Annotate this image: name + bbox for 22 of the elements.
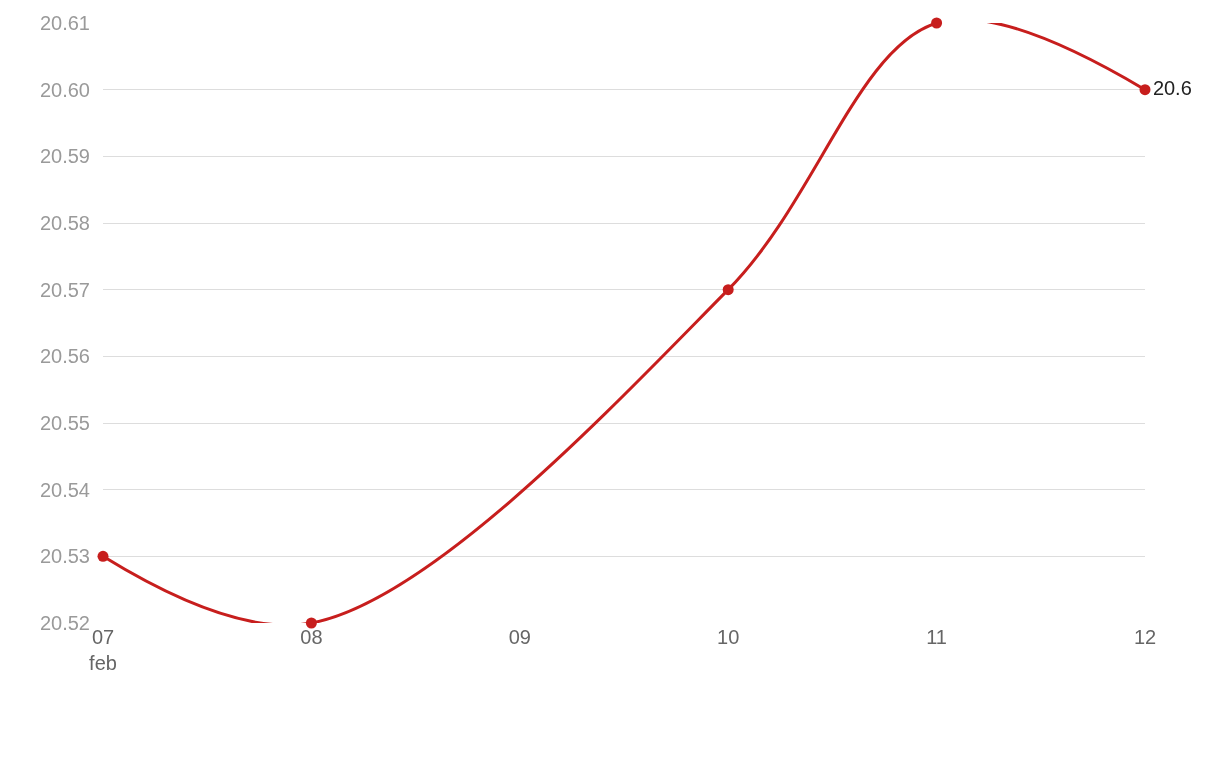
point xyxy=(722,284,734,296)
point xyxy=(305,617,317,629)
x-tick-label: 09 xyxy=(508,626,531,648)
y-tick-label: 20.52 xyxy=(39,612,90,634)
x-tick-label: 08 xyxy=(300,626,323,648)
x-tick-label: 11 xyxy=(926,626,947,648)
point xyxy=(1139,84,1151,96)
data-label: 20.6 xyxy=(1152,76,1192,99)
point xyxy=(931,17,943,29)
y-tick-label: 20.60 xyxy=(39,78,90,101)
y-tick-label: 20.59 xyxy=(39,145,90,168)
y-tick-label: 20.58 xyxy=(39,212,90,234)
y-tick-label: 20.54 xyxy=(39,478,90,501)
y-tick-label: 20.55 xyxy=(39,412,90,434)
y-tick-label: 20.57 xyxy=(39,278,90,301)
point xyxy=(97,550,109,562)
x-tick-label: 12 xyxy=(1133,626,1157,648)
x-tick-label: 10 xyxy=(717,626,740,648)
y-tick-label: 20.53 xyxy=(39,545,90,568)
y-tick-label: 20.56 xyxy=(39,345,90,368)
x-tick-label: 07 feb xyxy=(89,626,117,674)
y-tick-label: 20.61 xyxy=(39,12,90,34)
